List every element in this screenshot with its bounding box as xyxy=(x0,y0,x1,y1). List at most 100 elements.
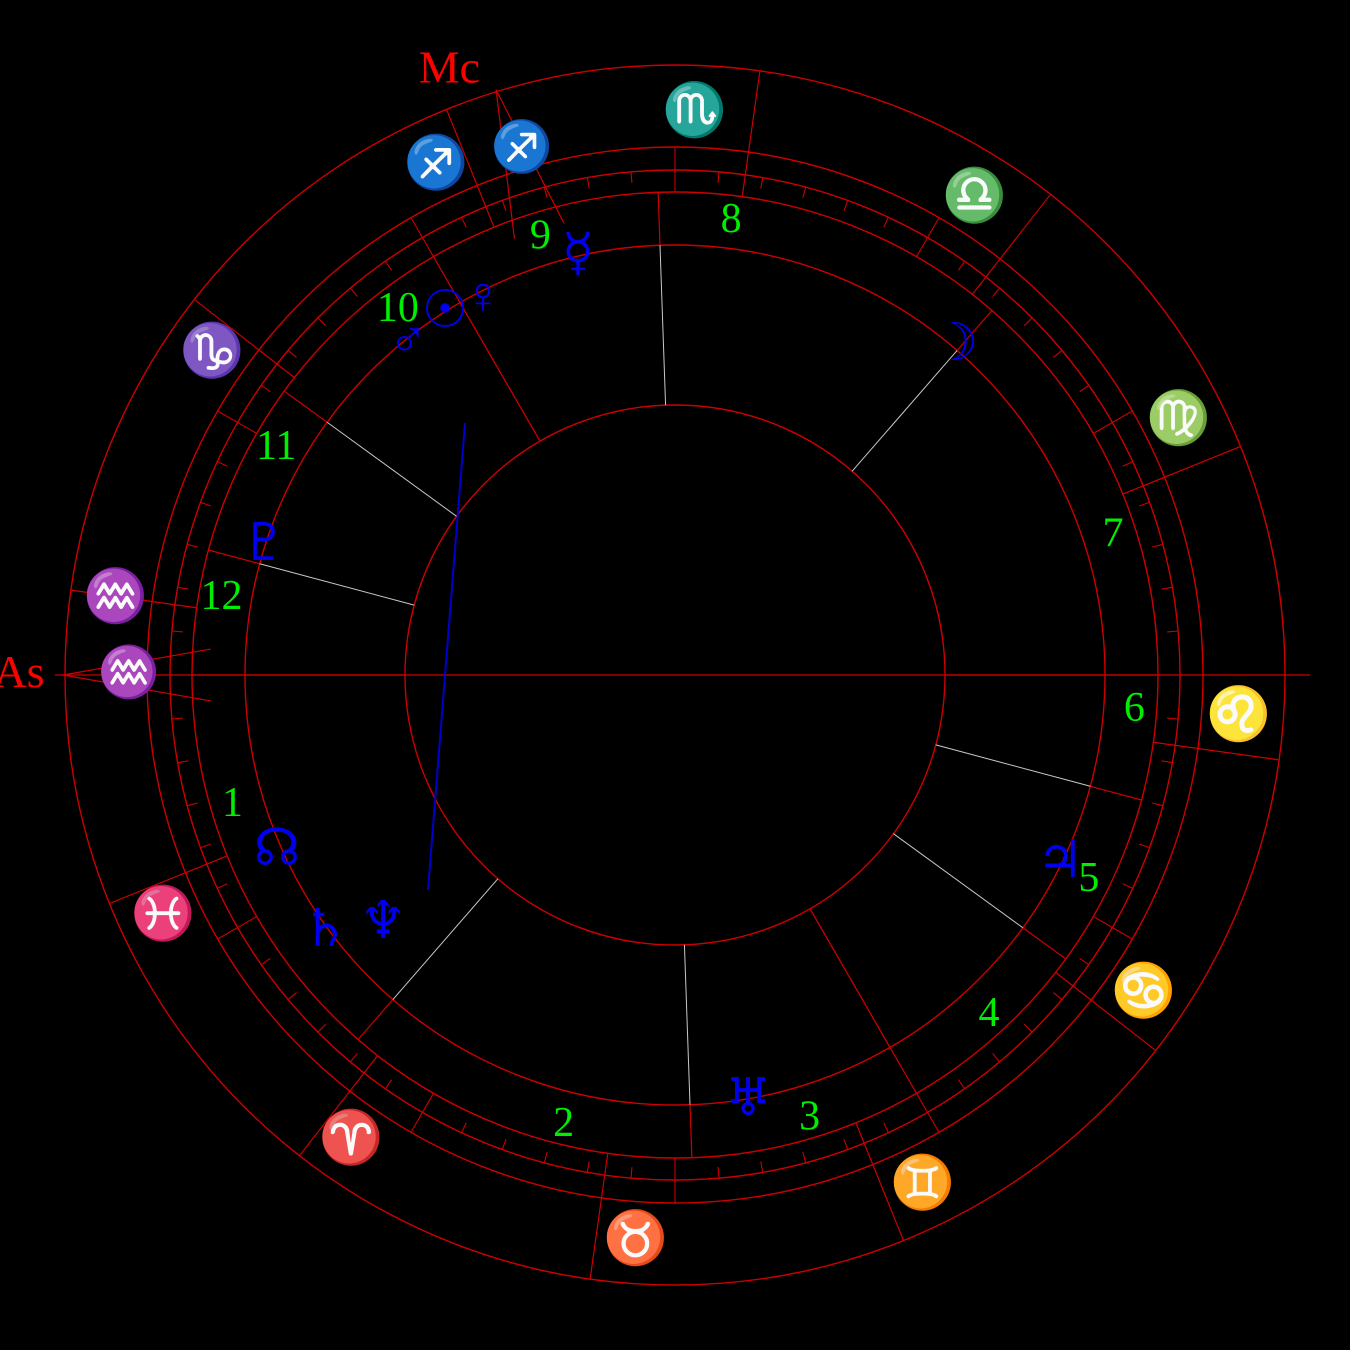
house-cusp-inner xyxy=(851,350,958,472)
degree-tick xyxy=(843,1139,849,1150)
planet-glyph-northnode: ☊ xyxy=(254,820,300,877)
degree-tick xyxy=(217,410,257,434)
house-cusp-outer xyxy=(432,256,461,303)
house-cusp-outer xyxy=(208,549,260,565)
house-number-4: 4 xyxy=(979,990,1000,1036)
planet-glyph-saturn: ♄ xyxy=(302,901,349,958)
axis-pointer-ascendant xyxy=(62,674,211,702)
degree-tick xyxy=(802,1152,807,1163)
house-cusp-inner xyxy=(809,908,891,1048)
house-number-1: 1 xyxy=(222,780,243,826)
degree-tick xyxy=(287,349,297,358)
degree-tick xyxy=(217,461,228,467)
house-cusp-inner xyxy=(893,833,1024,929)
degree-tick xyxy=(349,1053,358,1063)
planet-glyph-neptune: ♆ xyxy=(360,893,407,950)
axis-label-mc: Mc xyxy=(419,41,480,92)
degree-tick xyxy=(349,287,358,297)
zodiac-glyph-pisces: ♓ xyxy=(131,883,196,943)
degree-tick xyxy=(916,1093,940,1133)
sign-divider xyxy=(109,855,228,905)
degree-tick xyxy=(461,1122,467,1133)
degree-tick xyxy=(1139,501,1150,507)
degree-tick xyxy=(187,543,198,548)
axis-pointer-midheaven xyxy=(495,89,516,239)
planet-glyph-uranus: ♅ xyxy=(725,1070,772,1127)
degree-tick xyxy=(1161,760,1173,764)
degree-tick xyxy=(1167,630,1179,633)
sign-divider xyxy=(741,70,761,197)
degree-tick xyxy=(1023,1023,1033,1033)
zodiac-glyph-sagittarius: ♐ xyxy=(404,132,469,192)
house-cusp-outer xyxy=(689,1104,693,1158)
house-cusp-inner xyxy=(459,302,541,442)
degree-tick xyxy=(760,1161,764,1173)
degree-tick xyxy=(317,1023,327,1033)
degree-tick xyxy=(717,1167,720,1179)
house-number-5: 5 xyxy=(1078,855,1099,901)
degree-tick xyxy=(217,916,257,940)
degree-tick xyxy=(1139,843,1150,849)
planet-glyph-moon: ☽ xyxy=(932,315,979,372)
degree-tick xyxy=(261,957,271,966)
degree-tick xyxy=(543,1152,548,1163)
zodiac-glyphs: ♒ ♓ ♈ ♉ ♊ ♋ ♌ ♍ ♎ ♏ ♐ ♑ xyxy=(83,79,1271,1267)
sign-divider xyxy=(971,193,1052,295)
zodiac-glyph-libra: ♎ xyxy=(942,165,1007,225)
sign-divider xyxy=(193,298,295,379)
degree-tick xyxy=(992,1053,1001,1063)
zodiac-glyph-gemini: ♊ xyxy=(890,1152,955,1212)
house-cusp-inner xyxy=(659,245,667,406)
degree-tick xyxy=(384,1079,393,1089)
planet-glyph-venus: ♀ xyxy=(464,268,503,325)
degree-tick xyxy=(171,717,183,720)
axis-markers: As ♒Mc♐ xyxy=(0,41,565,702)
degree-tick xyxy=(1093,916,1133,940)
zodiac-glyph-cancer: ♋ xyxy=(1111,960,1176,1020)
aspect-lines xyxy=(427,422,466,891)
planet-glyph-mars: ♂ xyxy=(389,312,428,369)
axis-sign-glyph-aquarius: ♒ xyxy=(98,643,160,700)
degree-tick xyxy=(1053,992,1063,1001)
degree-tick xyxy=(802,187,807,198)
house-cusp-lines xyxy=(55,192,1310,1158)
degree-tick xyxy=(760,177,764,189)
house-cusp-outer xyxy=(657,192,661,246)
house-number-3: 3 xyxy=(799,1093,820,1139)
degree-tick xyxy=(957,1079,966,1089)
degree-tick xyxy=(384,261,393,271)
axis-pointer2-midheaven xyxy=(495,89,565,224)
sign-divider xyxy=(855,1122,905,1241)
house-number-9: 9 xyxy=(530,213,551,259)
axis-pointer2-ascendant xyxy=(62,648,211,676)
house-cusp-outer xyxy=(1090,785,1142,801)
degree-tick xyxy=(410,1093,434,1133)
degree-tick xyxy=(1122,883,1133,889)
degree-tick xyxy=(843,200,849,211)
sign-divider xyxy=(298,1055,379,1157)
sign-divider xyxy=(1055,971,1157,1052)
degree-tick xyxy=(501,200,507,211)
zodiac-glyph-aries: ♈ xyxy=(319,1107,384,1167)
house-cusp-inner xyxy=(259,563,415,606)
degree-tick xyxy=(883,1122,889,1133)
house-cusp-inner xyxy=(392,878,499,1000)
zodiac-glyph-virgo: ♍ xyxy=(1146,387,1211,447)
aspect-line-mars-neptune xyxy=(427,422,466,891)
degree-tick xyxy=(992,287,1001,297)
degree-tick xyxy=(171,630,183,633)
degree-tick xyxy=(630,1167,633,1179)
planet-glyphs: ♂☉♀ ☿ ☽ ♇ ☊♄ ♆ ♃ ♅ xyxy=(241,225,1084,1127)
degree-tick xyxy=(261,384,271,393)
degree-tick xyxy=(586,1161,590,1173)
sign-divider-lines xyxy=(70,70,1280,1280)
degree-tick xyxy=(177,760,189,764)
house-number-10: 10 xyxy=(377,285,419,331)
degree-tick xyxy=(317,317,327,327)
zodiac-glyph-capricorn: ♑ xyxy=(180,320,245,380)
planet-glyph-sun: ☉ xyxy=(422,282,469,339)
degree-tick xyxy=(717,171,720,183)
planet-glyph-pluto: ♇ xyxy=(241,515,288,572)
degree-tick xyxy=(200,501,211,507)
